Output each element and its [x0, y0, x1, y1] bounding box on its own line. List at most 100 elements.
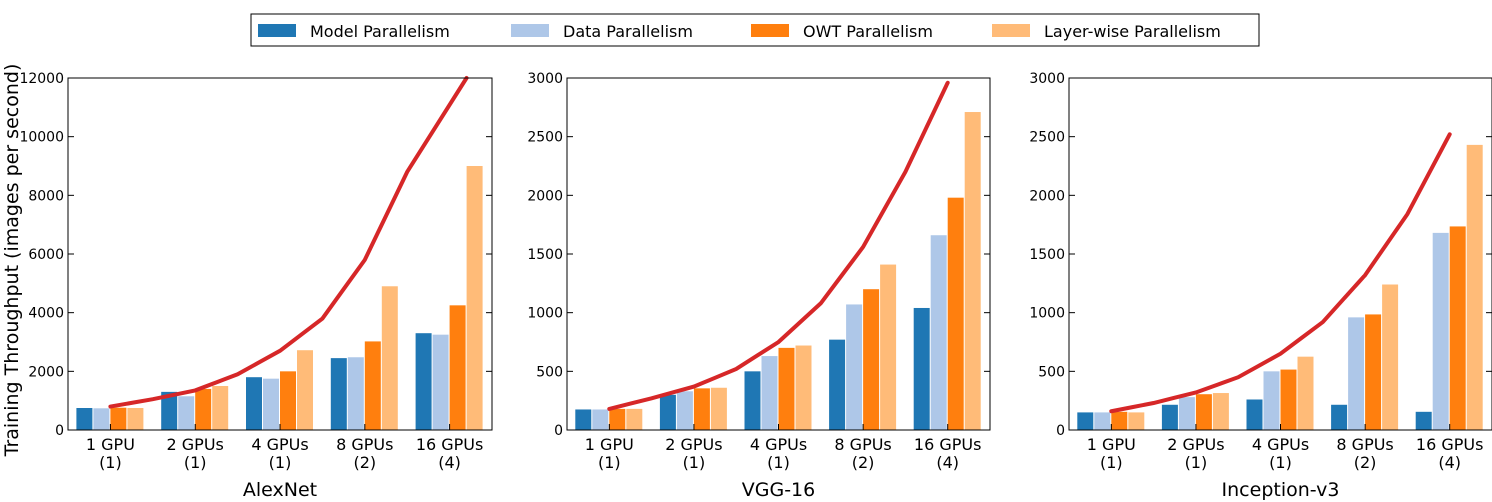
bar [1415, 411, 1432, 430]
x-tick-label-line: 1 GPU [585, 435, 634, 454]
y-tick-label: 6000 [28, 247, 64, 263]
bar [449, 305, 466, 430]
bar [829, 339, 846, 430]
y-tick-label: 2000 [28, 364, 64, 380]
x-tick-label-line: 2 GPUs [167, 435, 224, 454]
y-tick-label: 500 [1038, 364, 1065, 380]
x-tick-label-line: (2) [1354, 453, 1377, 472]
trend-curve [108, 76, 469, 409]
y-tick-label: 3000 [527, 71, 563, 87]
x-tick-label-line: 4 GPUs [750, 435, 807, 454]
bar [592, 409, 609, 430]
legend-swatch [751, 24, 789, 37]
bar [347, 357, 364, 430]
x-tick-label-line: (2) [353, 453, 376, 472]
x-tick-label: 8 GPUs (2) [336, 435, 393, 472]
x-tick-label-line: 2 GPUs [1167, 435, 1224, 454]
bar [1263, 371, 1280, 430]
y-tick-label: 2500 [1029, 130, 1065, 146]
bar [846, 304, 863, 430]
y-axis-label: Training Throughput (images per second) [1, 64, 23, 458]
bar [195, 388, 212, 430]
bar [1246, 399, 1263, 430]
bar [330, 358, 347, 430]
x-tick-label: 2 GPUs (1) [665, 435, 722, 472]
x-tick-label: 16 GPUs (4) [416, 435, 484, 472]
bar [1382, 284, 1399, 430]
bar [880, 264, 897, 430]
bar [693, 388, 710, 430]
y-tick-label: 1000 [527, 306, 563, 322]
x-tick-label: 1 GPU (1) [86, 435, 135, 472]
bar [964, 112, 981, 430]
x-tick-label-line: 1 GPU [86, 435, 135, 454]
bar [280, 371, 296, 430]
bar [161, 391, 178, 430]
bar [1297, 356, 1314, 430]
bar [609, 408, 626, 430]
y-tick-label: 1500 [1029, 247, 1065, 263]
legend-label: Layer-wise Parallelism [1044, 22, 1221, 41]
x-tick-label-line: 8 GPUs [336, 435, 393, 454]
x-tick-label-line: (1) [99, 453, 122, 472]
bar [246, 377, 262, 430]
bar [263, 378, 279, 430]
y-tick-label: 3000 [1029, 71, 1065, 87]
legend-label: OWT Parallelism [803, 22, 933, 41]
bar [1178, 397, 1195, 430]
bar [1077, 412, 1094, 430]
x-tick-label-line: (1) [1100, 453, 1123, 472]
x-tick-label-line: 4 GPUs [1252, 435, 1309, 454]
bar [1212, 393, 1229, 430]
x-tick-label: 4 GPUs (1) [251, 435, 308, 472]
x-tick-label-line: 2 GPUs [665, 435, 722, 454]
bar [212, 386, 229, 430]
x-tick-label: 1 GPU (1) [1087, 435, 1136, 472]
x-tick-label-line: (4) [1438, 453, 1461, 472]
y-tick-label: 1500 [527, 247, 563, 263]
legend-item: Layer-wise Parallelism [992, 22, 1221, 41]
x-tick-label-line: 16 GPUs [914, 435, 982, 454]
y-tick-label: 2500 [527, 130, 563, 146]
legend-item: OWT Parallelism [751, 22, 933, 41]
x-tick-label-line: (4) [438, 453, 461, 472]
x-tick-label: 16 GPUs (4) [914, 435, 982, 472]
bar [1348, 317, 1365, 430]
y-tick-label: 8000 [28, 188, 64, 204]
x-tick-label: 2 GPUs (1) [1167, 435, 1224, 472]
legend-swatch [511, 24, 549, 37]
bar [432, 334, 449, 430]
x-tick-label: 2 GPUs (1) [167, 435, 224, 472]
x-tick-label-line: (1) [184, 453, 207, 472]
legend-label: Model Parallelism [310, 22, 450, 41]
bar [575, 409, 592, 430]
bar [127, 408, 144, 430]
x-tick-label: 1 GPU (1) [585, 435, 634, 472]
trend-curve [607, 80, 950, 411]
y-tick-label: 10000 [19, 130, 64, 146]
x-tick-label-line: 16 GPUs [416, 435, 484, 454]
bar [947, 197, 964, 430]
x-tick-label: 8 GPUs (2) [834, 435, 891, 472]
bar [778, 347, 795, 430]
bar [1195, 394, 1212, 430]
y-tick-label: 1000 [1029, 306, 1065, 322]
x-tick-label: 16 GPUs (4) [1416, 435, 1484, 472]
x-tick-label-line: (1) [598, 453, 621, 472]
bar [178, 396, 195, 430]
bar [913, 307, 930, 430]
x-tick-label: 4 GPUs (1) [750, 435, 807, 472]
bar [1365, 314, 1382, 430]
x-tick-label-line: (2) [852, 453, 875, 472]
bar [76, 408, 93, 430]
chart-title: VGG-16 [742, 479, 815, 501]
bar [761, 356, 778, 430]
bar [626, 408, 643, 430]
y-tick-label: 12000 [19, 71, 64, 87]
y-tick-label: 4000 [28, 306, 64, 322]
